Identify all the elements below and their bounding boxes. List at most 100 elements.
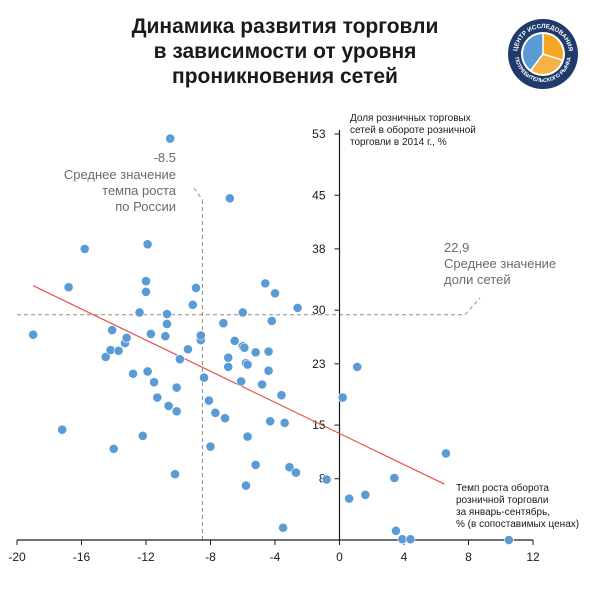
- data-point: [174, 354, 185, 365]
- data-point: [241, 480, 251, 491]
- data-point: [250, 460, 261, 470]
- x-axis-label-line-3: за январь-сентябрь,: [456, 506, 550, 518]
- x-tick-label: -4: [270, 550, 281, 564]
- data-point: [218, 318, 229, 329]
- mean-x-label-line-2: темпа роста: [102, 183, 177, 198]
- data-point: [121, 332, 132, 343]
- data-point: [170, 469, 180, 480]
- data-point: [223, 361, 234, 372]
- y-tick-label: 30: [312, 303, 326, 317]
- data-point: [100, 352, 111, 362]
- title-line-2: в зависимости от уровня: [153, 40, 417, 63]
- data-point: [391, 525, 401, 536]
- data-point: [337, 392, 348, 403]
- y-axis-label-line-3: торговли в 2014 г., %: [350, 137, 447, 148]
- mean-y-label-line-1: Среднее значение: [444, 256, 556, 271]
- data-point: [149, 377, 159, 388]
- x-tick-label: 4: [401, 550, 408, 564]
- data-point: [210, 407, 221, 418]
- y-tick-label: 15: [312, 418, 326, 432]
- data-point: [260, 278, 271, 289]
- data-point: [441, 448, 451, 459]
- x-tick-label: -8: [205, 550, 216, 564]
- data-point: [141, 286, 151, 297]
- data-points: [28, 133, 514, 545]
- data-point: [321, 474, 332, 485]
- data-point: [236, 376, 247, 387]
- data-point: [242, 431, 253, 442]
- x-tick-label: 0: [336, 550, 343, 564]
- data-point: [141, 276, 151, 286]
- title-line-3: проникновения сетей: [172, 65, 398, 88]
- chart-labels: Доля розничных торговых сетей в обороте …: [64, 113, 579, 530]
- data-point: [137, 430, 148, 441]
- data-point: [134, 307, 145, 318]
- data-point: [163, 401, 174, 411]
- data-point: [291, 467, 301, 478]
- x-tick-label: 12: [526, 550, 540, 564]
- y-axis-label-line-1: Доля розничных торговых: [350, 113, 471, 124]
- data-point: [278, 522, 288, 533]
- x-tick-label: -20: [8, 550, 26, 564]
- y-tick-label: 45: [312, 188, 326, 202]
- data-point: [292, 302, 303, 313]
- mean-x-leader: [193, 187, 203, 201]
- mean-x-value: -8.5: [154, 150, 176, 165]
- data-point: [171, 406, 182, 417]
- data-point: [113, 345, 124, 356]
- mean-y-leader: [464, 297, 481, 316]
- data-point: [162, 319, 172, 329]
- data-point: [195, 330, 206, 341]
- data-point: [224, 193, 235, 204]
- mean-x-label-line-1: Среднее значение: [64, 167, 176, 182]
- y-tick-label: 53: [312, 127, 326, 141]
- data-point: [270, 288, 280, 299]
- data-point: [105, 345, 116, 355]
- data-point: [263, 365, 274, 376]
- data-point: [28, 329, 39, 340]
- data-point: [389, 473, 400, 483]
- data-point: [284, 462, 295, 473]
- data-point: [199, 372, 209, 383]
- x-tick-label: 8: [465, 550, 472, 564]
- y-axis-label-line-2: сетей в обороте розничной: [350, 124, 476, 136]
- data-point: [239, 342, 250, 353]
- data-point: [191, 283, 201, 293]
- y-tick-label: 23: [312, 357, 326, 371]
- data-point: [237, 307, 248, 318]
- data-point: [171, 382, 182, 393]
- data-point: [57, 424, 68, 435]
- data-point: [405, 534, 416, 545]
- data-point: [160, 331, 171, 342]
- data-point: [344, 493, 355, 504]
- data-point: [503, 535, 514, 545]
- mean-x-label-line-3: по России: [115, 199, 176, 214]
- data-point: [276, 390, 287, 401]
- x-tick-label: -16: [73, 550, 91, 564]
- data-point: [279, 417, 290, 428]
- chart-title: Динамика развития торговли в зависимости…: [100, 14, 470, 89]
- data-point: [145, 329, 156, 339]
- data-point: [107, 325, 118, 336]
- data-point: [223, 352, 234, 363]
- data-point: [152, 392, 163, 403]
- title-line-1: Динамика развития торговли: [131, 15, 439, 38]
- mean-y-label-line-2: доли сетей: [444, 272, 511, 287]
- data-point: [265, 416, 276, 427]
- data-point: [205, 441, 216, 452]
- data-point: [187, 299, 198, 310]
- data-point: [266, 316, 277, 326]
- data-point: [352, 361, 363, 372]
- x-axis-label-line-4: % (в сопоставимых ценах): [456, 519, 579, 530]
- x-axis-label-line-1: Темп роста оборота: [456, 482, 549, 494]
- mean-y-value: 22,9: [444, 240, 469, 255]
- data-point: [79, 244, 90, 254]
- x-axis-label-line-2: розничной торговли: [456, 495, 548, 506]
- data-point: [220, 413, 230, 424]
- orange-slice-icon: [523, 33, 563, 74]
- research-center-logo: ЦЕНТР ИССЛЕДОВАНИЯ ПОТРЕБИТЕЛЬСКОГО РЫНК…: [508, 19, 578, 89]
- data-point: [360, 489, 371, 500]
- data-point: [242, 359, 253, 370]
- data-point: [229, 335, 240, 346]
